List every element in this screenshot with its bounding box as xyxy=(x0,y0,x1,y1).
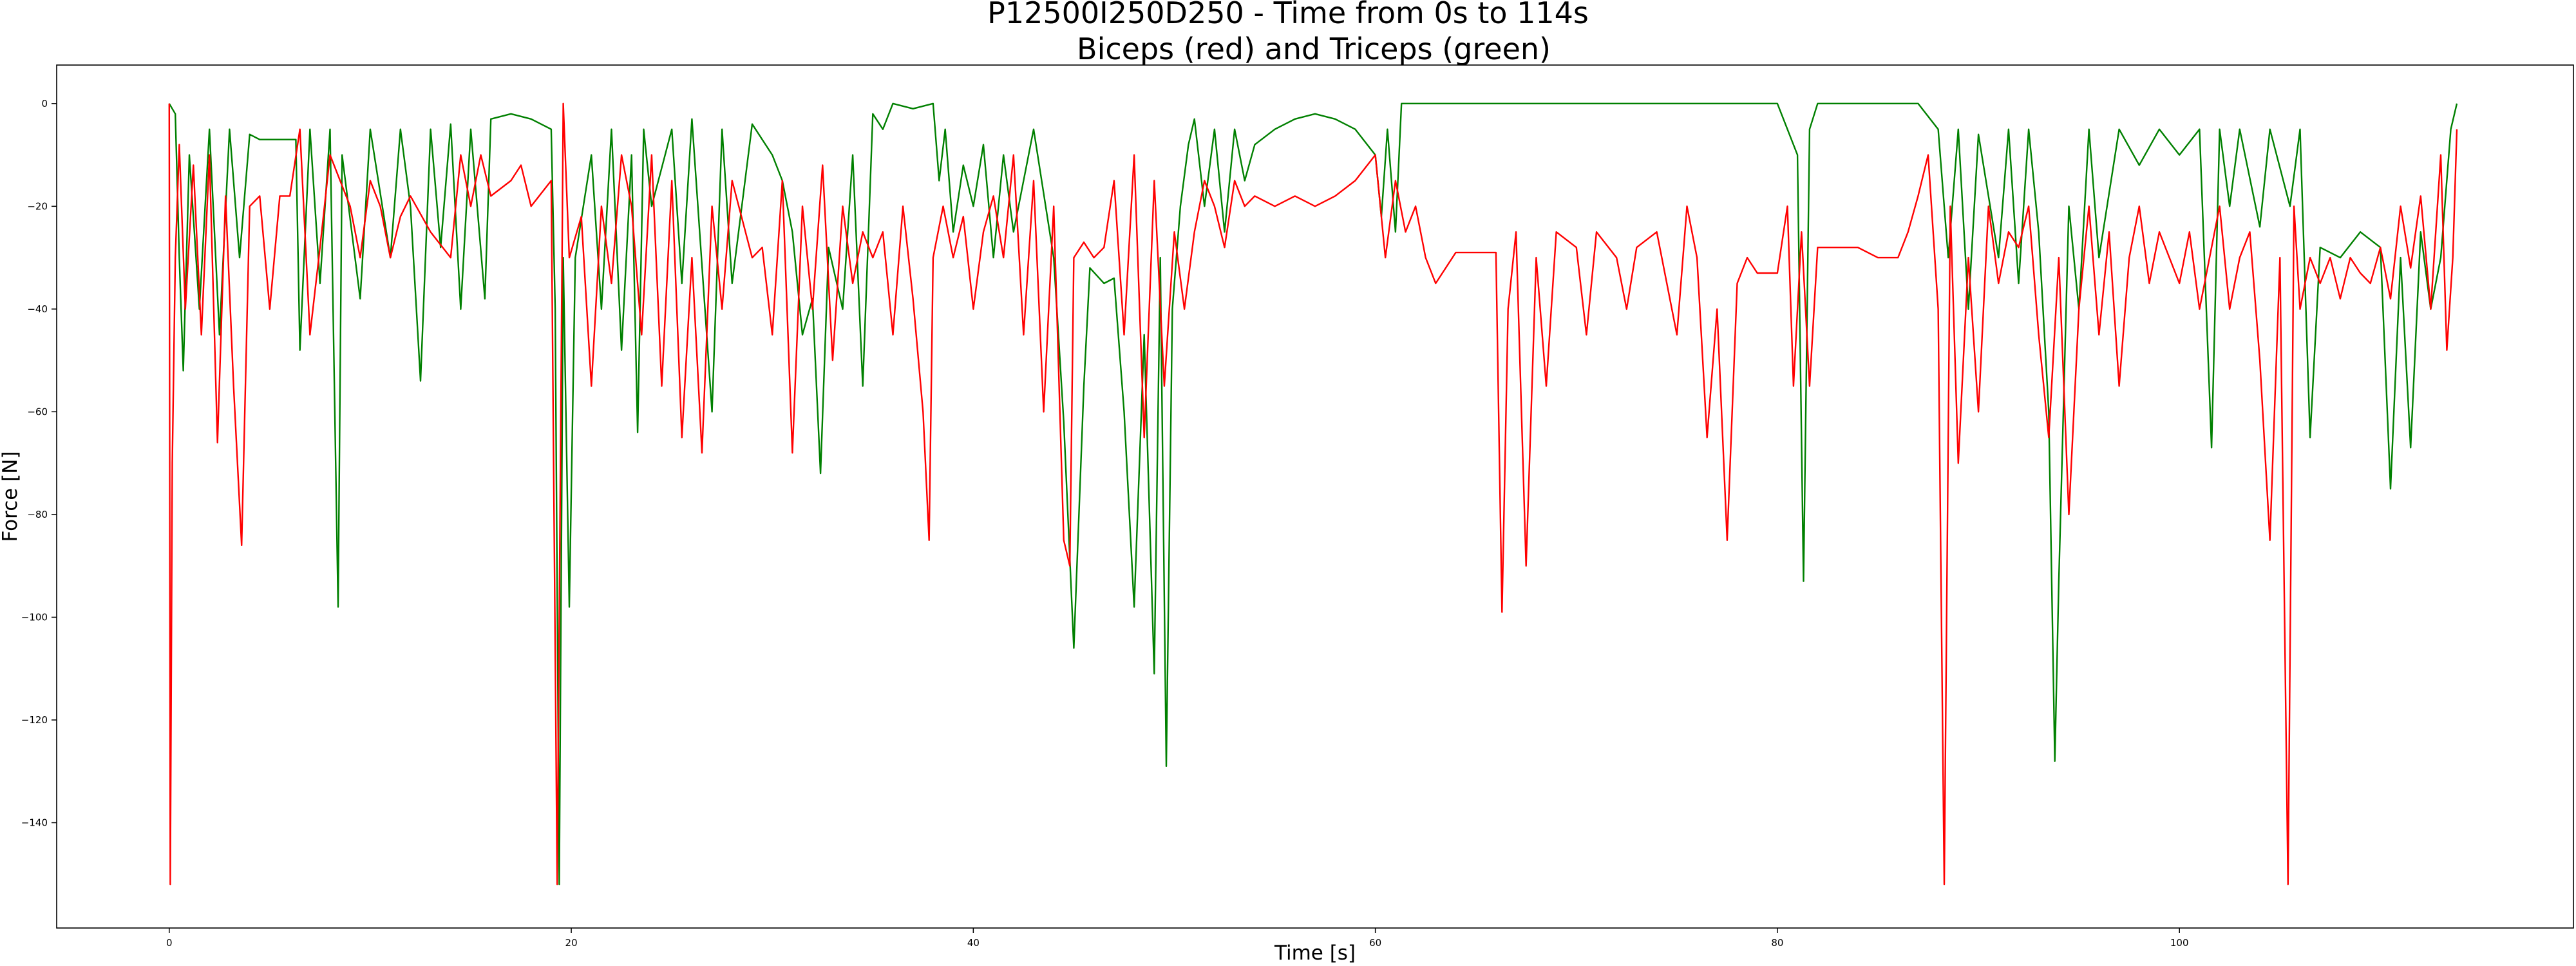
y-ticks: 0 −20 −40 −60 −80 −100 −120 −140 xyxy=(21,98,57,828)
y-tick-label: −100 xyxy=(21,611,48,623)
x-tick-label: 100 xyxy=(2170,937,2189,949)
x-axis-label: Time [s] xyxy=(1274,942,1356,965)
x-tick-label: 60 xyxy=(1369,937,1381,949)
x-tick-label: 0 xyxy=(166,937,173,949)
y-axis-label: Force [N] xyxy=(0,451,22,542)
triceps-series-line xyxy=(168,102,2458,886)
y-tick-label: −140 xyxy=(21,817,48,828)
x-ticks: 0 20 40 60 80 100 xyxy=(166,928,2189,949)
x-tick-label: 40 xyxy=(967,937,980,949)
plot-area xyxy=(56,64,2574,929)
x-tick-label: 80 xyxy=(1771,937,1783,949)
y-tick-label: −20 xyxy=(27,200,48,212)
biceps-series-line xyxy=(168,102,2458,886)
y-tick-label: −80 xyxy=(27,509,48,520)
chart-subtitle: Biceps (red) and Triceps (green) xyxy=(1077,32,1551,66)
y-tick-label: −120 xyxy=(21,714,48,726)
y-tick-label: −40 xyxy=(27,303,48,315)
y-tick-label: 0 xyxy=(41,98,48,109)
x-tick-label: 20 xyxy=(565,937,578,949)
chart-title: P12500I250D250 - Time from 0s to 114s xyxy=(987,0,1589,30)
series-layer xyxy=(168,102,2458,886)
y-tick-label: −60 xyxy=(27,406,48,417)
